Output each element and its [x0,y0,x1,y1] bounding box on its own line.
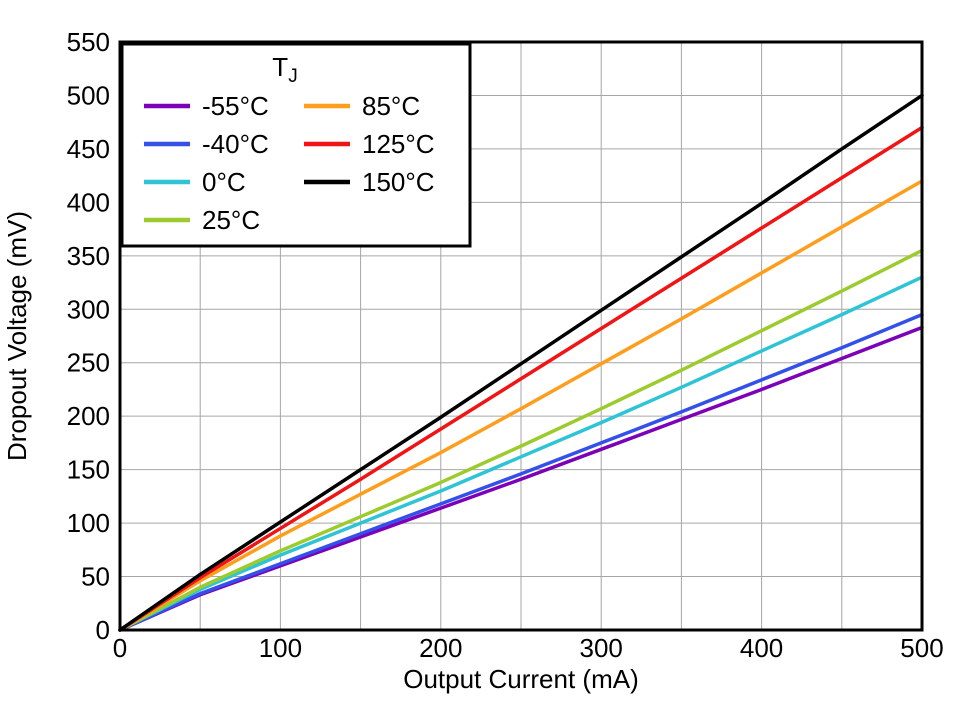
legend-title: TJ [272,52,297,87]
legend-label: -40°C [202,129,269,159]
series-line-150C [118,93,924,632]
y-tick-label: 400 [67,187,110,217]
y-tick-label: 200 [67,401,110,431]
legend-label: 25°C [202,205,260,235]
x-tick-label: 100 [259,633,302,663]
y-tick-label: 100 [67,508,110,538]
legend-box [120,42,472,248]
series-line--40C [118,312,924,632]
y-tick-label: 50 [81,562,110,592]
series-line-25C [118,248,924,632]
series-line-0C [118,275,924,632]
x-tick-label: 300 [580,633,623,663]
legend-label: 150°C [362,167,435,197]
y-tick-label: 550 [67,27,110,57]
y-tick-label: 300 [67,294,110,324]
x-tick-label: 400 [740,633,783,663]
legend-label: -55°C [202,91,269,121]
plot-border [118,40,924,632]
y-axis-title: Dropout Voltage (mV) [2,211,32,461]
series-line-85C [118,179,924,632]
series-line-125C [118,125,924,632]
y-tick-label: 0 [96,615,110,645]
x-axis-title: Output Current (mA) [403,664,639,694]
x-tick-label: 200 [419,633,462,663]
legend-label: 125°C [362,129,435,159]
y-tick-label: 450 [67,134,110,164]
legend-label: 0°C [202,167,246,197]
y-tick-label: 150 [67,455,110,485]
y-tick-label: 350 [67,241,110,271]
y-tick-label: 250 [67,348,110,378]
x-tick-label: 500 [900,633,943,663]
legend-label: 85°C [362,91,420,121]
y-tick-label: 500 [67,80,110,110]
x-tick-label: 0 [113,633,127,663]
